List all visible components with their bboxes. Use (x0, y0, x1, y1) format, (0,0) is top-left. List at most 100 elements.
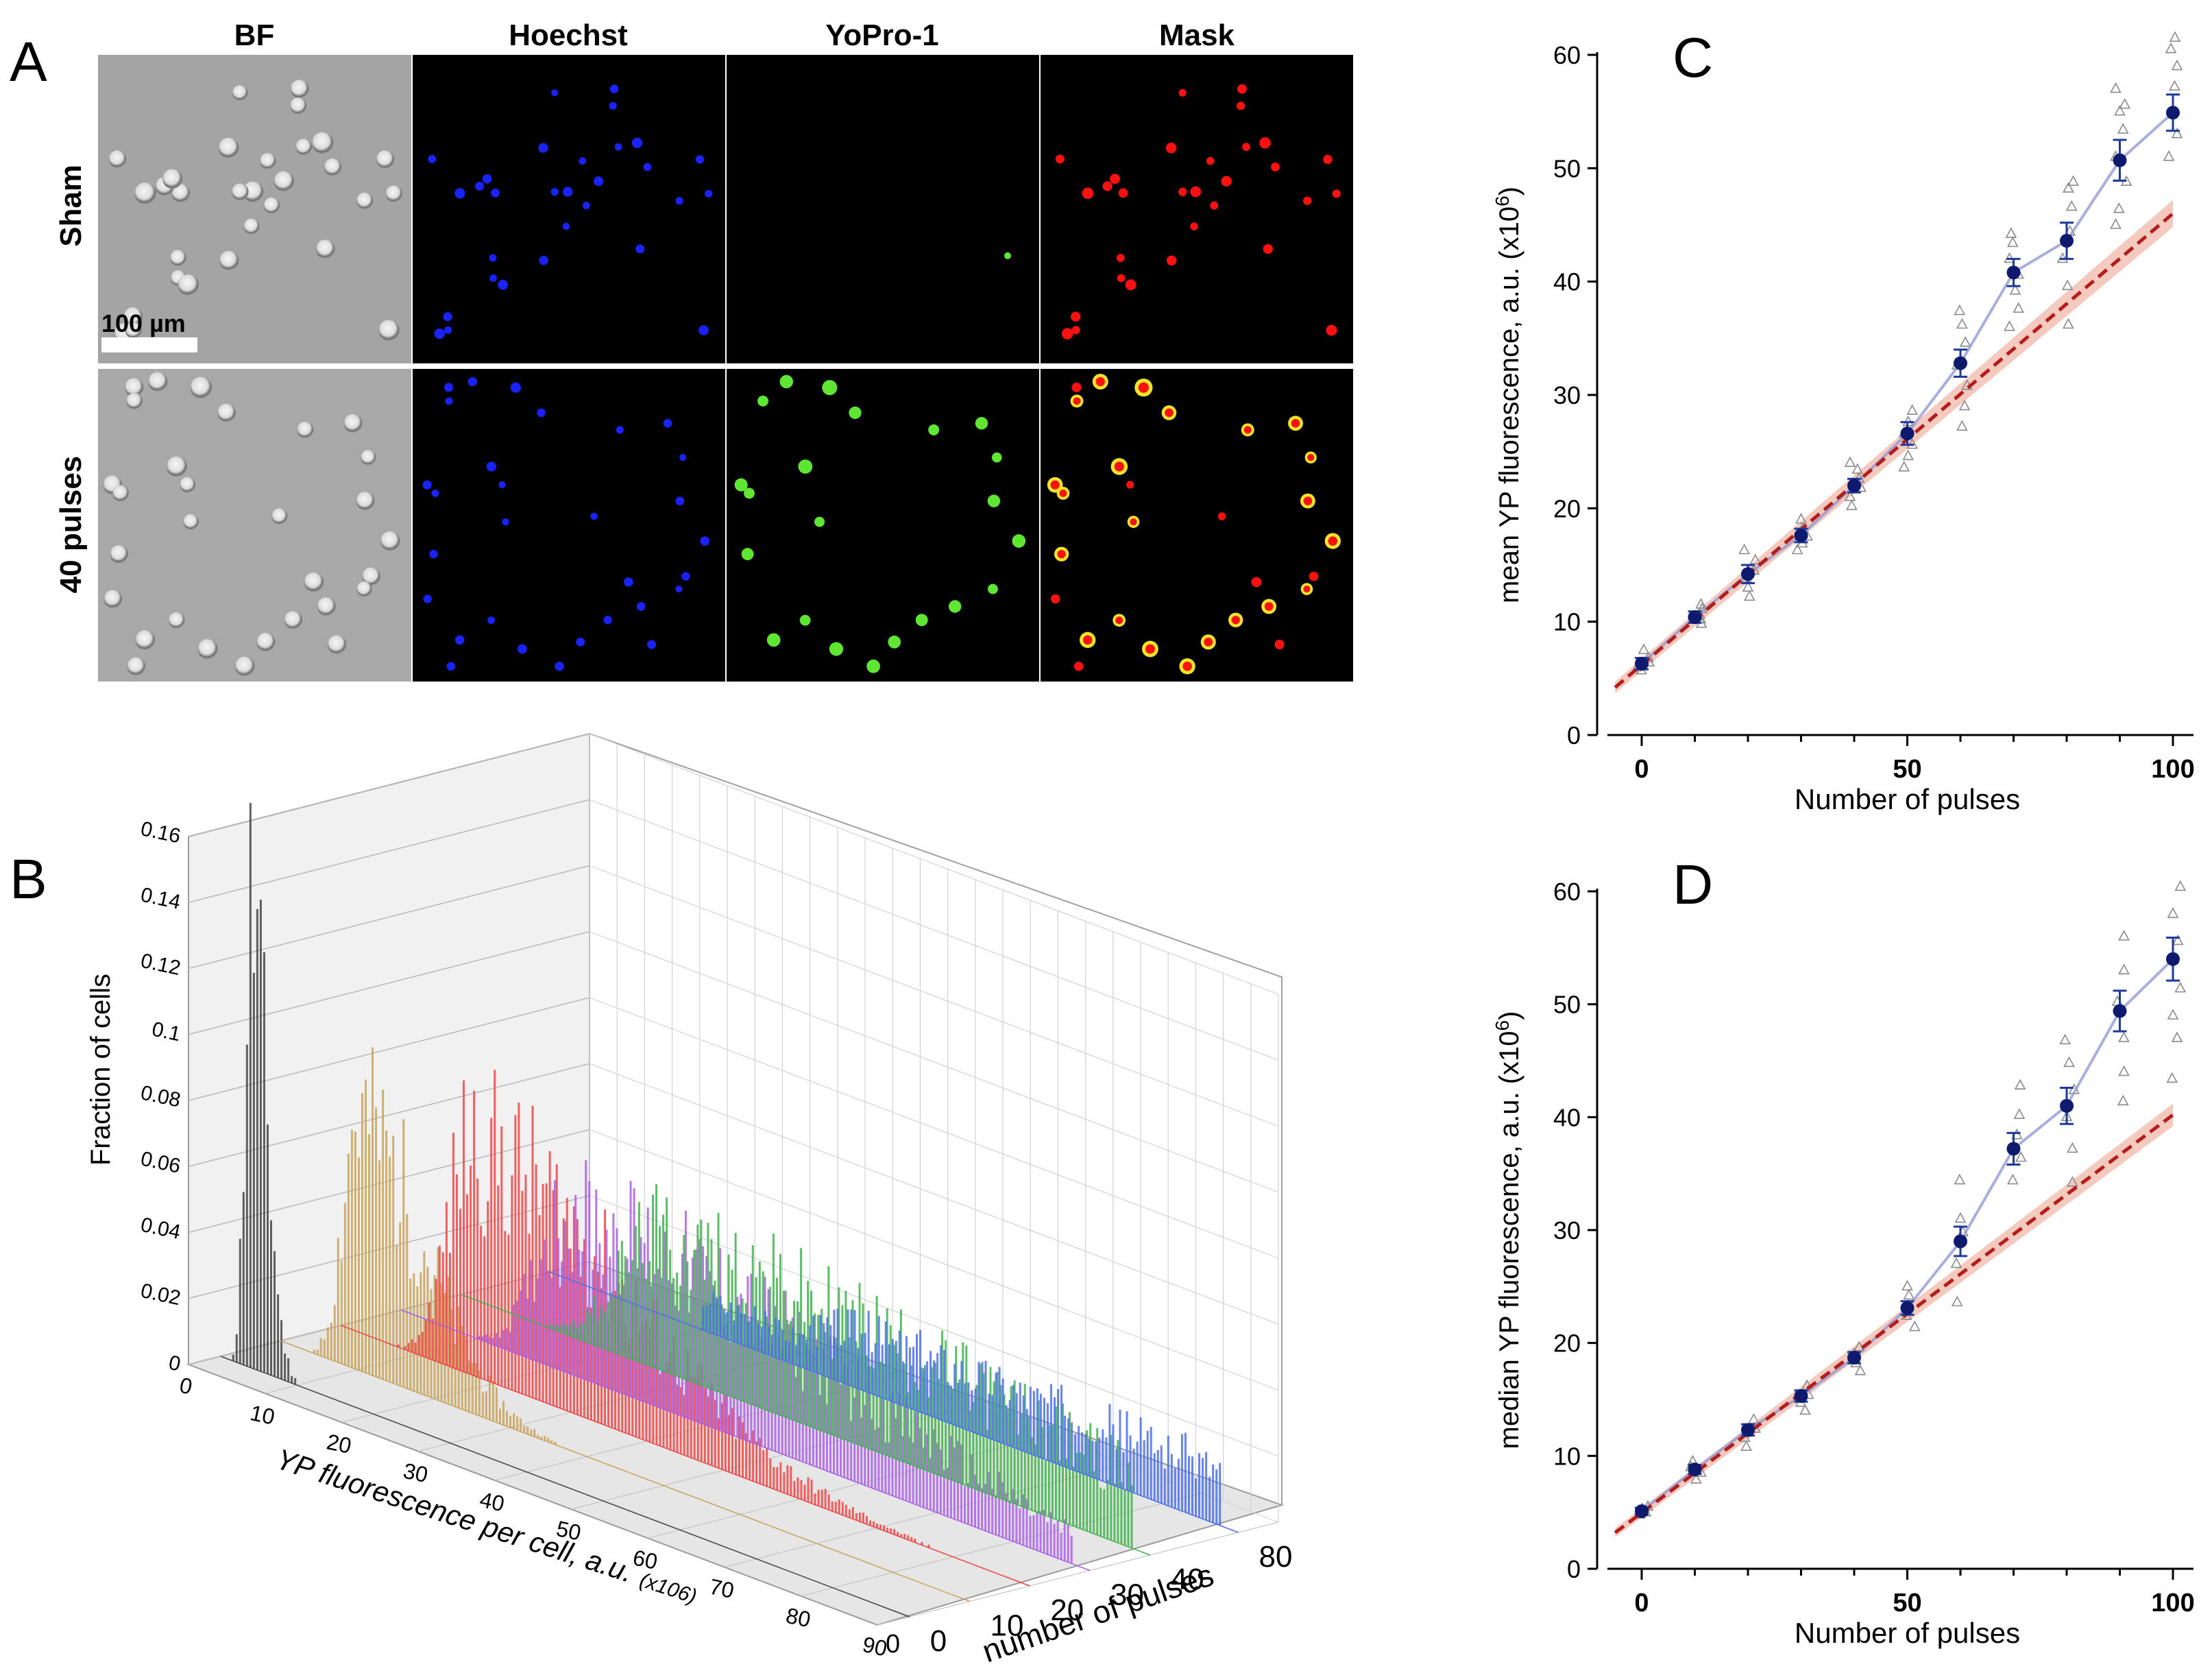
mean-point (1900, 426, 1915, 441)
cell-mask (1259, 137, 1271, 149)
x-tick-label: 50 (1893, 755, 1921, 784)
cell-yopro (779, 374, 793, 389)
replicate-point (2117, 123, 2129, 134)
y-tick-label: 60 (1553, 878, 1581, 906)
cell-mask (1243, 426, 1252, 434)
cell-hoechst (616, 426, 624, 434)
cell-bf (183, 514, 199, 530)
x-axis-label: Number of pulses (1795, 783, 2020, 815)
x-axis-label-unit: (x10 (637, 1569, 682, 1603)
cell-bf (134, 182, 156, 204)
z-gridline (188, 931, 590, 1035)
cell-hoechst (631, 137, 643, 149)
panel-c-chart: 0 10 20 30 40 50 60 0 50 100 Number of pulses mean … (1492, 31, 2195, 815)
cell-yopro (741, 548, 754, 561)
replicate-point (1954, 1173, 1966, 1185)
cell-yopro (822, 380, 838, 396)
replicate-point (2059, 1033, 2071, 1045)
cell-yopro (988, 583, 998, 594)
cell-hoechst (614, 143, 622, 151)
y-axis-origin-label: 0 (886, 1630, 900, 1659)
y-tick-label: 20 (1553, 1329, 1581, 1358)
cell-mask (1328, 536, 1338, 546)
cell-mask (1303, 496, 1313, 505)
cell-hoechst (498, 481, 506, 489)
cell-hoechst (675, 585, 683, 593)
scale-bar (101, 337, 197, 352)
cell-mask (1263, 244, 1273, 254)
cell-hoechst (539, 256, 548, 265)
z-gridline-back (589, 931, 1279, 1193)
replicate-point (1903, 1288, 1915, 1300)
cell-mask (1055, 154, 1065, 164)
mean-point (2166, 952, 2180, 966)
cell-hoechst (454, 635, 465, 645)
cell-hoechst (700, 536, 710, 546)
mean-point (2166, 106, 2180, 120)
cell-bf (112, 485, 129, 502)
mean-point (1741, 1423, 1755, 1437)
replicate-point (2113, 202, 2125, 213)
series-label: 30 (1110, 1578, 1144, 1612)
replicate-point (2006, 236, 2019, 248)
cell-hoechst (705, 189, 713, 198)
replicate-point (1844, 456, 1856, 468)
replicate-point (1956, 317, 1968, 329)
cell-yopro (757, 395, 768, 407)
cell-mask (1138, 382, 1149, 393)
x-tick-label: 50 (1893, 1589, 1921, 1617)
cell-bf (197, 638, 218, 660)
cell-mask (1130, 518, 1137, 526)
y-axis-label-exp: 6 (1492, 1020, 1513, 1031)
cell-hoechst (444, 326, 452, 335)
z-gridline (188, 1063, 590, 1167)
cell-hoechst (446, 662, 455, 671)
cell-mask (1303, 585, 1311, 593)
cell-bf (289, 97, 307, 115)
replicate-point (2174, 880, 2187, 891)
replicate-point (1958, 399, 1971, 411)
cell-mask (1303, 196, 1312, 205)
cell-bf (123, 306, 143, 326)
cell-hoechst (422, 480, 432, 490)
cell-mask (1242, 143, 1251, 152)
cell-yopro (766, 633, 781, 647)
cell-yopro (849, 406, 862, 420)
cell-hoechst (454, 188, 465, 199)
cell-bf (162, 169, 182, 189)
cell-yopro (975, 417, 988, 430)
series-baseline (280, 1340, 970, 1602)
cell-yopro (948, 600, 962, 613)
cell-hoechst (510, 382, 521, 393)
replicate-point (1954, 1212, 1967, 1223)
replicate-point (2061, 279, 2074, 291)
mean-point (2060, 234, 2074, 248)
col-header-mask: Mask (1159, 19, 1235, 52)
mean-point (1847, 479, 1861, 493)
y-axis-label-end: ) (1494, 186, 1524, 195)
x-tick-label: 50 (554, 1516, 583, 1545)
cell-bf (378, 320, 400, 341)
mean-point (2006, 1142, 2021, 1156)
mean-point (1794, 529, 1808, 543)
replicate-point (1844, 490, 1856, 501)
mean-point (1954, 1234, 1967, 1249)
cell-bf (317, 597, 336, 616)
col-header-yopro: YoPro-1 (825, 19, 938, 52)
replicate-point (2067, 1176, 2078, 1187)
cell-mask (1118, 188, 1128, 198)
cell-bf (284, 611, 302, 629)
cell-yopro (915, 614, 928, 627)
replicate-point (1738, 543, 1750, 555)
cell-bf (243, 181, 264, 202)
x-tick-label: 0 (1634, 1589, 1649, 1617)
replicate-point (1695, 598, 1707, 609)
cell-bf (190, 376, 212, 399)
cell-mask (1071, 383, 1082, 393)
replicate-point (2009, 284, 2021, 295)
cell-hoechst (551, 89, 559, 97)
cell-mask (1115, 616, 1123, 625)
x-tick-label: 90 (860, 1632, 889, 1661)
cell-yopro (1004, 252, 1011, 259)
replicate-point (1801, 1379, 1813, 1391)
